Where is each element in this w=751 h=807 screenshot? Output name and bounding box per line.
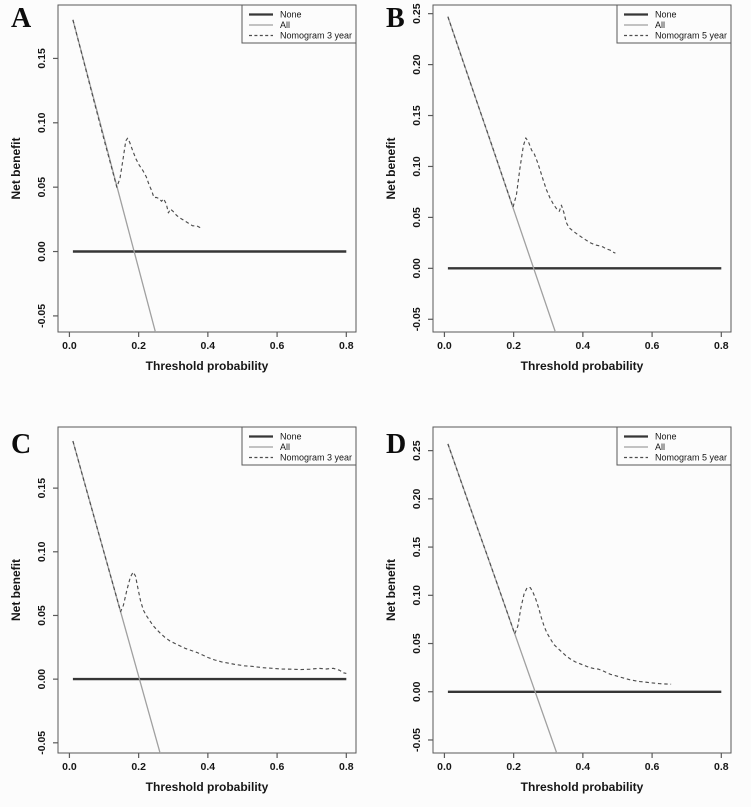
y-tick-label: -0.05 — [411, 728, 423, 752]
y-tick-label: 0.25 — [411, 440, 423, 461]
x-tick-label: 0.0 — [437, 340, 452, 352]
x-tick-label: 0.4 — [576, 340, 591, 352]
panel-letter-A: A — [11, 3, 32, 34]
x-tick-label: 0.4 — [201, 761, 216, 773]
panel-C: C 0.0 0.2 0.4 0.6 0.8 -0.05 0.00 0.05 0.10 0.15 Th… — [0, 400, 375, 807]
x-tick-label: 0.8 — [714, 340, 729, 352]
x-tick-label: 0.2 — [506, 761, 521, 773]
y-tick-label: 0.20 — [411, 54, 423, 75]
x-tick-label: 0.4 — [201, 340, 216, 352]
legend-label-nomogram-3-year: Nomogram 3 year — [280, 453, 352, 463]
y-tick-label: 0.10 — [411, 156, 423, 177]
x-tick-label: 0.2 — [506, 340, 521, 352]
y-tick-label: 0.00 — [36, 669, 48, 690]
y-tick-label: 0.15 — [411, 105, 423, 126]
y-tick-label: 0.00 — [36, 241, 48, 262]
legend-box — [241, 426, 357, 466]
legend-label-all: All — [280, 20, 290, 30]
x-axis-title: Threshold probability — [146, 780, 269, 794]
legend-label-none: None — [280, 10, 302, 20]
y-tick-label: 0.05 — [36, 605, 48, 626]
panel-D: D 0.0 0.2 0.4 0.6 0.8 -0.05 0.00 0.05 0.10 0.15 0.… — [375, 400, 751, 807]
plot-border — [432, 426, 732, 754]
y-tick-label: -0.05 — [36, 731, 48, 755]
y-tick-label: -0.05 — [411, 307, 423, 331]
legend-label-nomogram-3-year: Nomogram 3 year — [280, 31, 352, 41]
y-tick-label: 0.10 — [411, 585, 423, 606]
y-tick-label: 0.15 — [36, 48, 48, 69]
x-tick-label: 0.2 — [131, 340, 146, 352]
panel-letter-B: B — [386, 3, 405, 34]
x-tick-label: 0.6 — [270, 340, 285, 352]
legend-label-all: All — [280, 442, 290, 452]
series-line-nomogram-3-year — [72, 19, 202, 229]
y-tick-label: 0.05 — [411, 207, 423, 228]
chart-svg-C: 0.0 0.2 0.4 0.6 0.8 -0.05 0.00 0.05 0.10 0.15 Thre… — [9, 426, 357, 794]
legend-box — [616, 426, 732, 466]
x-tick-label: 0.0 — [62, 761, 77, 773]
legend-box — [241, 4, 357, 44]
legend-label-nomogram-5-year: Nomogram 5 year — [655, 453, 727, 463]
x-tick-label: 0.8 — [339, 761, 354, 773]
chart-svg-B: 0.0 0.2 0.4 0.6 0.8 -0.05 0.00 0.05 0.10 0.15 0.20… — [384, 3, 732, 373]
y-tick-label: 0.10 — [36, 541, 48, 562]
legend-label-none: None — [655, 10, 677, 20]
y-tick-label: 0.00 — [411, 681, 423, 702]
y-axis-title: Net benefit — [384, 559, 398, 621]
x-tick-label: 0.4 — [576, 761, 591, 773]
x-tick-label: 0.6 — [645, 761, 660, 773]
series-line-nomogram-5-year — [447, 16, 616, 254]
x-tick-label: 0.6 — [270, 761, 285, 773]
x-axis-title: Threshold probability — [521, 780, 644, 794]
x-tick-label: 0.2 — [131, 761, 146, 773]
plot-border — [57, 4, 357, 333]
x-tick-label: 0.6 — [645, 340, 660, 352]
panel-letter-D: D — [386, 429, 407, 460]
y-tick-label: 0.00 — [411, 258, 423, 279]
y-tick-label: 0.05 — [36, 177, 48, 198]
legend-label-none: None — [280, 432, 302, 442]
legend-label-none: None — [655, 432, 677, 442]
x-tick-label: 0.0 — [437, 761, 452, 773]
x-tick-label: 0.8 — [714, 761, 729, 773]
y-axis-title: Net benefit — [384, 137, 398, 199]
y-tick-label: 0.20 — [411, 488, 423, 509]
y-tick-label: 0.15 — [36, 478, 48, 499]
legend-box — [616, 4, 732, 44]
series-line-nomogram-3-year — [72, 440, 347, 674]
x-axis-title: Threshold probability — [146, 359, 269, 373]
x-tick-label: 0.8 — [339, 340, 354, 352]
panel-A: A 0.0 0.2 0.4 0.6 0.8 -0.05 0.00 0.05 0.10 0.15 Th… — [0, 0, 375, 400]
chart-svg-A: 0.0 0.2 0.4 0.6 0.8 -0.05 0.00 0.05 0.10 0.15 Thre… — [9, 4, 357, 373]
y-tick-label: 0.15 — [411, 537, 423, 558]
legend-label-all: All — [655, 442, 665, 452]
plot-border — [432, 4, 732, 333]
legend-label-all: All — [655, 20, 665, 30]
y-axis-title: Net benefit — [9, 137, 23, 199]
y-tick-label: 0.05 — [411, 633, 423, 654]
y-axis-title: Net benefit — [9, 559, 23, 621]
panel-B: B 0.0 0.2 0.4 0.6 0.8 -0.05 0.00 0.05 0.10 0.15 0.… — [375, 0, 751, 400]
plot-border — [57, 426, 357, 754]
chart-svg-D: 0.0 0.2 0.4 0.6 0.8 -0.05 0.00 0.05 0.10 0.15 0.20… — [384, 426, 732, 794]
y-tick-label: 0.10 — [36, 112, 48, 133]
panel-letter-C: C — [11, 429, 32, 460]
series-line-all — [72, 19, 157, 332]
x-tick-label: 0.0 — [62, 340, 77, 352]
series-line-all — [447, 16, 557, 332]
series-line-nomogram-5-year — [447, 443, 672, 685]
x-axis-title: Threshold probability — [521, 359, 644, 373]
y-tick-label: 0.25 — [411, 3, 423, 24]
legend-label-nomogram-5-year: Nomogram 5 year — [655, 31, 727, 41]
y-tick-label: -0.05 — [36, 304, 48, 328]
